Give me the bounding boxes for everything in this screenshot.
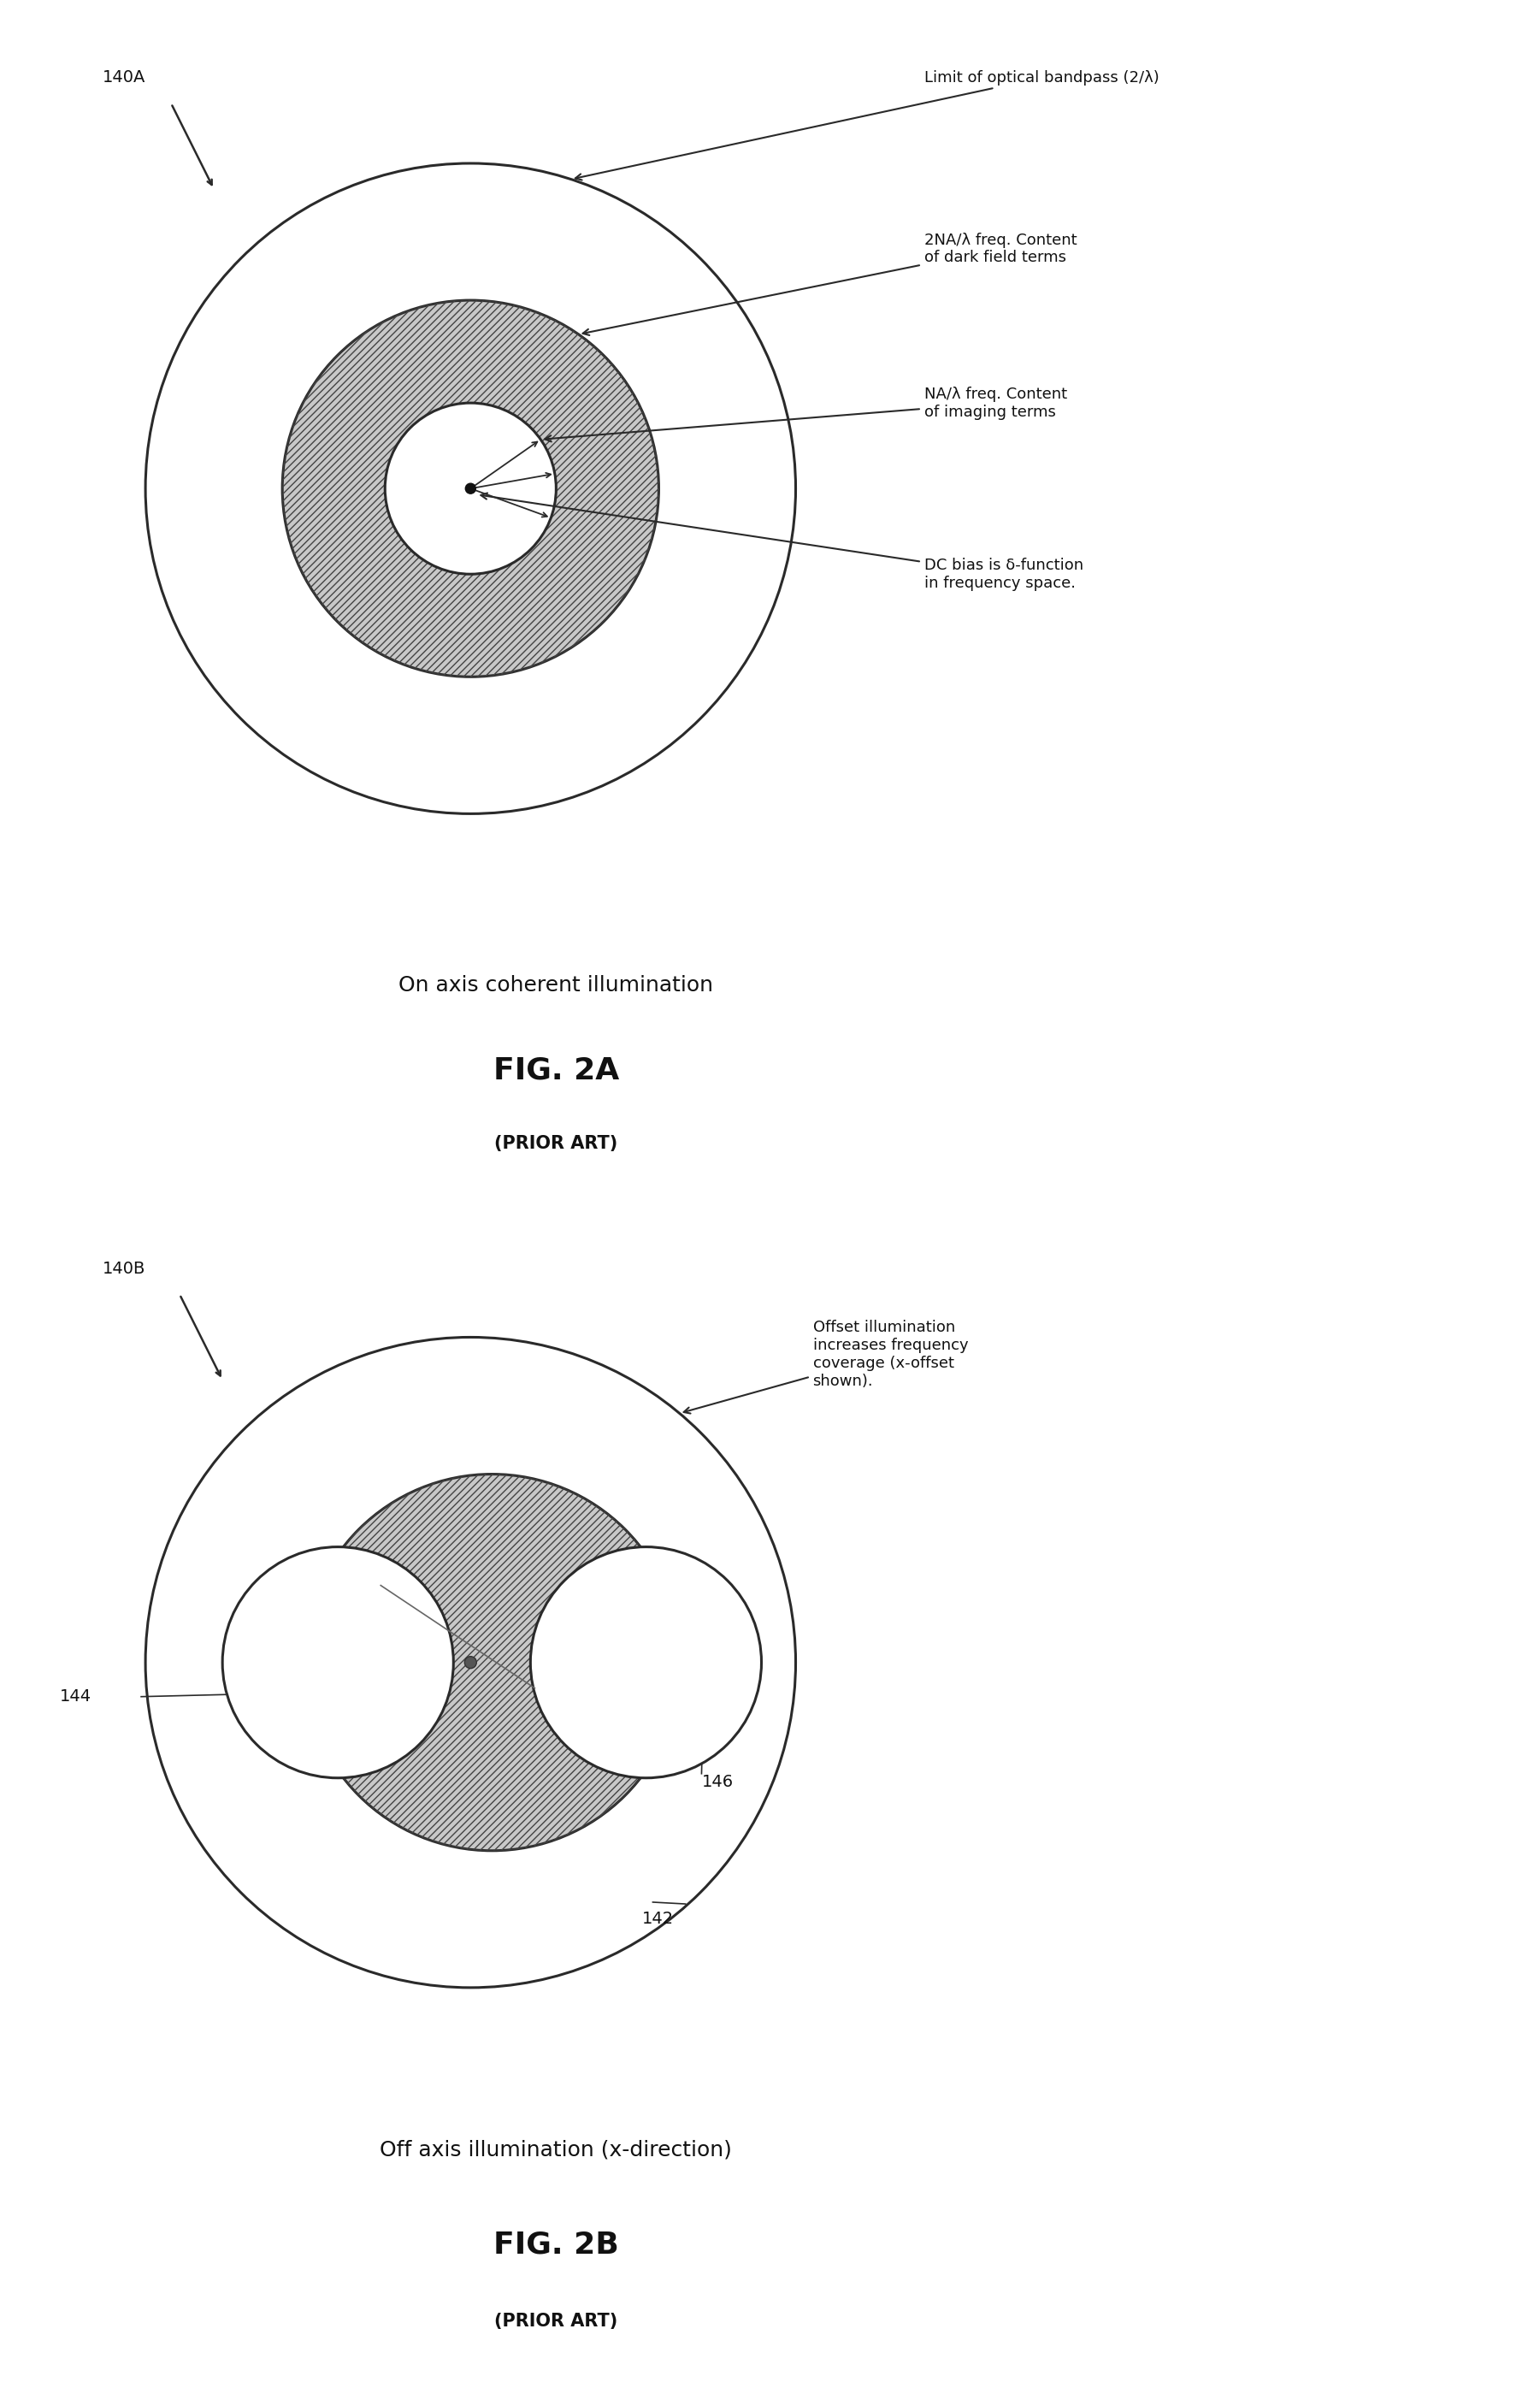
Text: Limit of optical bandpass (2/λ): Limit of optical bandpass (2/λ) [576,69,1160,181]
Text: 2NA/λ freq. Content
of dark field terms: 2NA/λ freq. Content of dark field terms [582,233,1076,336]
Circle shape [303,1474,681,1851]
Circle shape [385,403,556,574]
Text: NA/λ freq. Content
of imaging terms: NA/λ freq. Content of imaging terms [545,386,1067,441]
Circle shape [465,1655,476,1667]
Text: Off axis illumination (x-direction): Off axis illumination (x-direction) [380,2139,731,2160]
Text: 140B: 140B [103,1260,146,1277]
Text: 146: 146 [702,1775,733,1791]
Text: (PRIOR ART): (PRIOR ART) [494,2313,618,2330]
Circle shape [465,484,476,493]
Circle shape [530,1546,761,1777]
Text: DC bias is δ-function
in frequency space.: DC bias is δ-function in frequency space… [480,493,1083,591]
Circle shape [222,1546,453,1777]
Circle shape [282,300,659,676]
Circle shape [145,164,796,815]
Text: 142: 142 [642,1910,673,1927]
Text: 144: 144 [60,1689,92,1706]
Text: FIG. 2A: FIG. 2A [493,1055,619,1084]
Text: 140A: 140A [103,69,146,86]
Text: FIG. 2B: FIG. 2B [493,2230,619,2258]
Text: (PRIOR ART): (PRIOR ART) [494,1134,618,1153]
Text: On axis coherent illumination: On axis coherent illumination [399,974,713,996]
Circle shape [145,1336,796,1987]
Text: Offset illumination
increases frequency
coverage (x-offset
shown).: Offset illumination increases frequency … [684,1320,969,1413]
